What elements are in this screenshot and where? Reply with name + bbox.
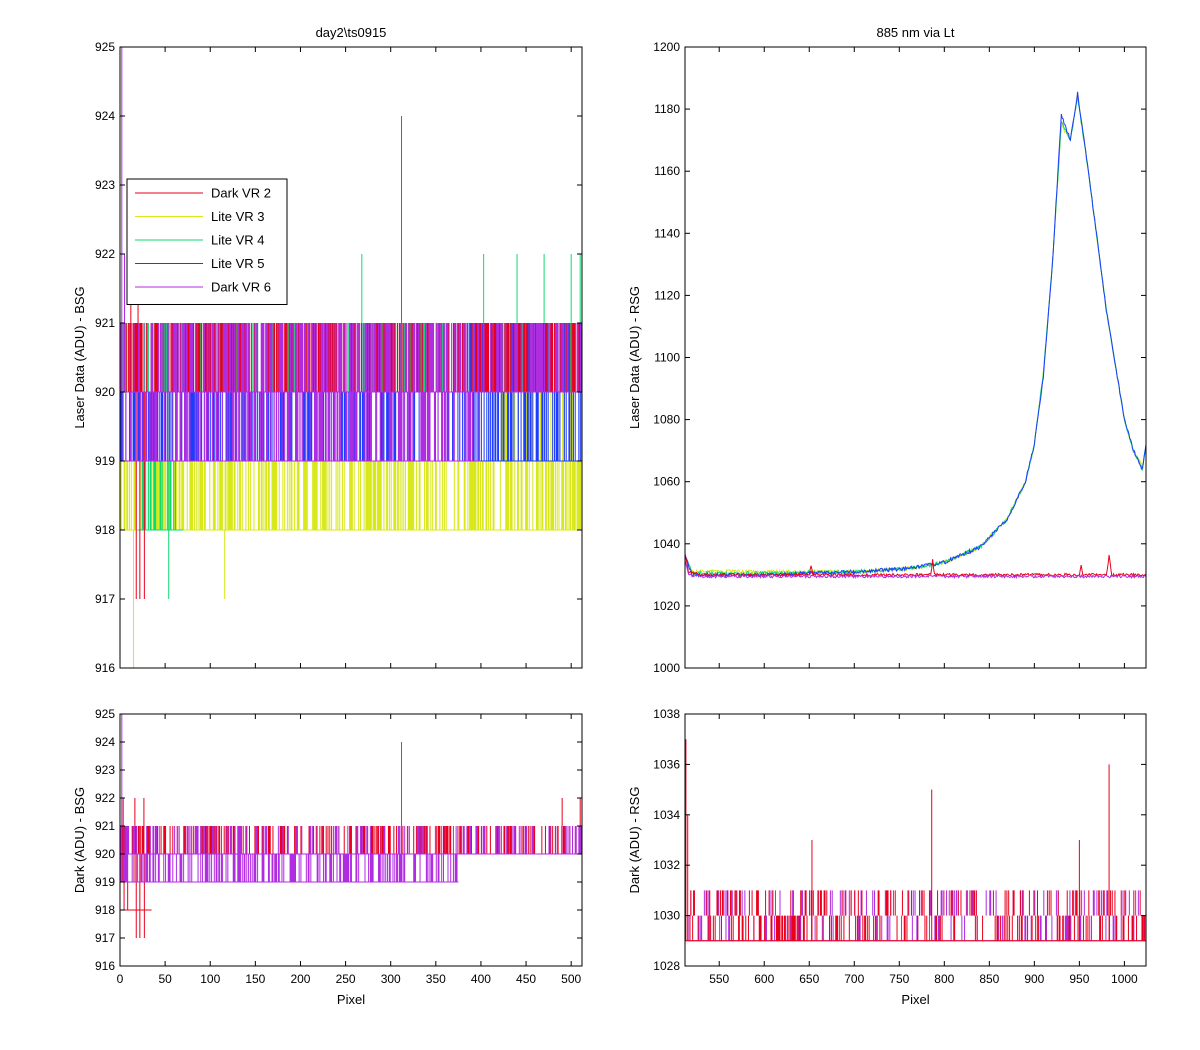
x-tick-label: 300 [381,972,401,986]
y-tick-label: 923 [95,763,115,777]
y-tick-label: 916 [95,661,115,675]
x-tick-label: 600 [754,972,774,986]
y-tick-label: 1020 [653,599,680,613]
y-tick-label: 918 [95,523,115,537]
y-tick-label: 1060 [653,475,680,489]
legend-entry-label: Dark VR 6 [211,280,271,295]
y-tick-label: 921 [95,316,115,330]
y-tick-label: 1036 [653,757,680,771]
panel-top-left: 916 917 918 919 920 921 922 923 924 925 day2\ts091… [72,25,583,675]
legend-entry-label: Lite VR 4 [211,233,264,248]
x-axis-label: Pixel [337,992,365,1007]
legend-box [126,178,288,305]
axes-box [119,713,583,967]
plot-area [120,47,582,668]
y-tick-label: 920 [95,385,115,399]
legend-entry-label: Dark VR 2 [211,186,271,201]
x-tick-label: 450 [516,972,536,986]
y-tick-label: 925 [95,40,115,54]
y-tick-label: 1032 [653,858,680,872]
y-tick-label: 1120 [654,288,680,302]
y-tick-label: 920 [95,847,115,861]
y-axis-label: Laser Data (ADU) - BSG [72,286,87,428]
y-axis-label: Dark (ADU) - RSG [627,787,642,894]
x-tick-label: 950 [1069,972,1089,986]
panel-bottom-left: 0 50 100 150 200 250 300 350 400 450 500 916 917 918 9… [72,707,583,1007]
x-tick-label: 150 [245,972,265,986]
x-tick-label: 250 [336,972,356,986]
axes-box [119,46,583,669]
panels: 916 917 918 919 920 921 922 923 924 925 day2\ts091… [72,25,1147,1007]
x-tick-label: 0 [117,972,124,986]
legend: Dark VR 2 Lite VR 3 Lite VR 4 Lite VR 5 Dark… [126,178,288,305]
series-dark-vr-6 [120,714,582,883]
panel-top-right: 1000 1020 1040 1060 1080 1100 1120 1140 1160 1180… [627,25,1147,675]
y-tick-label: 1030 [653,909,680,923]
y-tick-label: 1100 [654,351,680,365]
y-tick-label: 922 [95,791,115,805]
chart-title: day2\ts0915 [316,25,387,40]
y-tick-label: 925 [95,707,115,721]
y-tick-label: 919 [95,454,115,468]
x-tick-label: 850 [979,972,999,986]
x-tick-label: 700 [844,972,864,986]
x-tick-label: 650 [799,972,819,986]
y-tick-label: 1000 [653,661,680,675]
x-axis-label: Pixel [901,992,929,1007]
axes-box [684,713,1147,967]
y-axis-label: Laser Data (ADU) - RSG [627,286,642,429]
y-tick-label: 1038 [653,707,680,721]
x-tick-label: 500 [561,972,581,986]
legend-entry-label: Lite VR 3 [211,209,264,224]
series-dark-vr-6 [120,47,582,462]
x-tick-label: 900 [1024,972,1044,986]
series-dark-vr-6 [685,559,1146,580]
plot-area [685,91,1146,580]
x-tick-label: 350 [426,972,446,986]
y-axis-label: Dark (ADU) - BSG [72,787,87,893]
series-line [685,559,1146,580]
x-tick-label: 550 [709,972,729,986]
y-tick-label: 1180 [654,102,680,116]
y-tick-label: 918 [95,903,115,917]
y-tick-label: 1080 [653,413,680,427]
y-tick-label: 1160 [654,164,680,178]
y-tick-label: 921 [95,819,115,833]
y-tick-label: 916 [95,959,115,973]
y-tick-label: 917 [95,592,115,606]
legend-entry-label: Lite VR 5 [211,256,264,271]
y-tick-label: 919 [95,875,115,889]
x-tick-label: 1000 [1111,972,1138,986]
y-tick-label: 1200 [653,40,680,54]
y-tick-label: 924 [95,735,115,749]
x-tick-label: 50 [158,972,172,986]
y-tick-label: 1040 [653,537,680,551]
y-tick-label: 924 [95,109,115,123]
plot-area [685,739,1146,942]
x-tick-label: 800 [934,972,954,986]
y-tick-label: 917 [95,931,115,945]
panel-bottom-right: 550 600 650 700 750 800 850 900 950 1000 1028 1030 1… [627,707,1147,1007]
x-tick-label: 100 [200,972,220,986]
x-tick-label: 400 [471,972,491,986]
x-tick-label: 200 [290,972,310,986]
y-tick-label: 922 [95,247,115,261]
x-tick-label: 750 [889,972,909,986]
y-tick-label: 1028 [653,959,680,973]
y-tick-label: 1034 [653,808,680,822]
chart-title: 885 nm via Lt [876,25,954,40]
y-tick-label: 923 [95,178,115,192]
y-tick-label: 1140 [654,226,680,240]
